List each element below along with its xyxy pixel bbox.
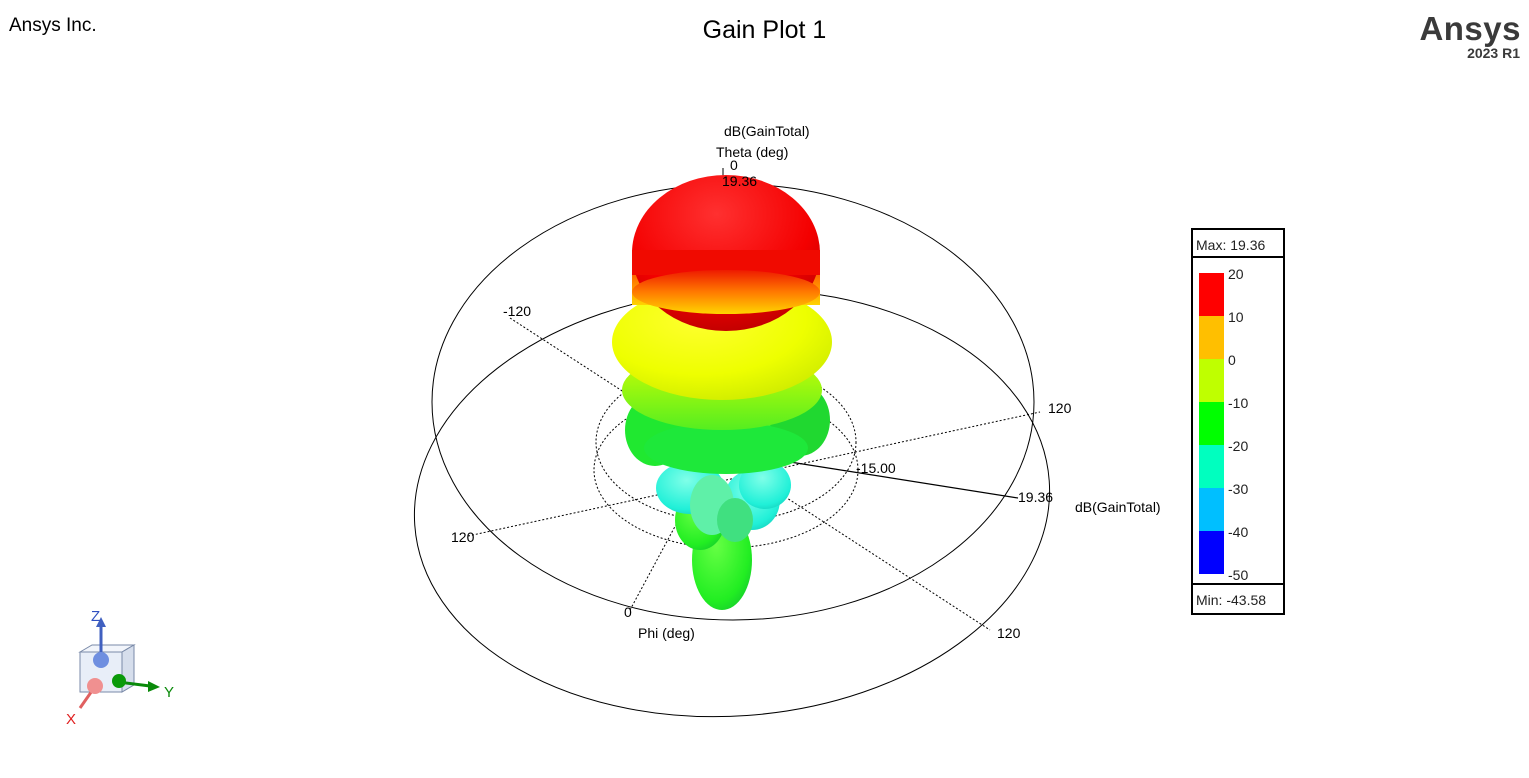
orientation-triad[interactable]: Z Y X — [66, 608, 174, 728]
y-axis-label: Y — [164, 684, 174, 701]
theta-max-label: 19.36 — [722, 173, 757, 189]
phi-tick-label: 0 — [624, 604, 632, 620]
legend-swatch — [1199, 273, 1224, 316]
phi-tick-label: 120 — [451, 529, 475, 545]
phi-tick-label: -120 — [503, 303, 531, 319]
plot-title: Gain Plot 1 — [702, 16, 827, 44]
radial-inner-label: -15.00 — [856, 460, 896, 476]
z-axis-label: Z — [91, 608, 100, 625]
legend-tick: -10 — [1228, 395, 1249, 411]
theta-zero-label: 0 — [730, 157, 738, 173]
radial-axis — [789, 461, 1019, 499]
brand-logo: Ansys — [1419, 10, 1521, 47]
company-name: Ansys Inc. — [9, 15, 97, 36]
phi-tick-label: 120 — [997, 625, 1021, 641]
legend-swatch — [1199, 359, 1224, 402]
legend-tick: -20 — [1228, 438, 1249, 454]
legend-tick: 20 — [1228, 266, 1244, 282]
radial-quantity-label: dB(GainTotal) — [1075, 499, 1161, 515]
quantity-label-top: dB(GainTotal) — [724, 123, 810, 139]
legend-tick: -40 — [1228, 524, 1249, 540]
radial-outer-label: 19.36 — [1018, 489, 1053, 505]
x-axis-label: X — [66, 711, 76, 728]
gain-surface — [612, 175, 832, 610]
color-legend: Max: 19.36 20 10 0 -10 -20 -30 -40 -50 Min: -43… — [1191, 228, 1285, 615]
legend-tick: -30 — [1228, 481, 1249, 497]
legend-swatch — [1199, 402, 1224, 445]
legend-swatch — [1199, 445, 1224, 488]
legend-tick: 10 — [1228, 309, 1244, 325]
phi-tick-label: 120 — [1048, 400, 1072, 416]
theta-axis-label: Theta (deg) — [716, 144, 788, 160]
legend-max: Max: 19.36 — [1193, 230, 1283, 258]
phi-axis-label: Phi (deg) — [638, 625, 695, 641]
legend-swatch — [1199, 531, 1224, 574]
legend-swatch — [1199, 316, 1224, 359]
legend-min: Min: -43.58 — [1193, 583, 1283, 613]
legend-swatch — [1199, 488, 1224, 531]
legend-tick: -50 — [1228, 567, 1249, 583]
legend-tick: 0 — [1228, 352, 1236, 368]
version-label: 2023 R1 — [1467, 45, 1520, 61]
